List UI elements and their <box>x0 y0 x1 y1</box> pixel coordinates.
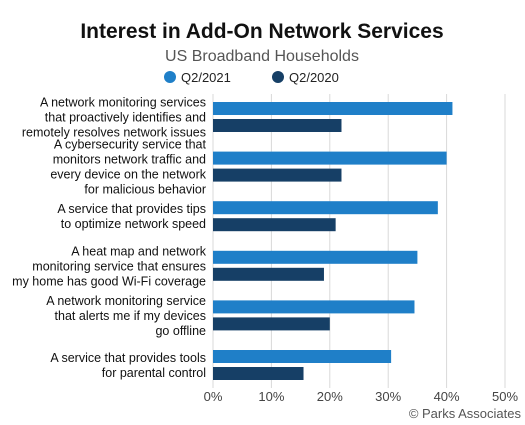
bar-3-0 <box>213 250 418 264</box>
bar-2-1 <box>213 218 336 232</box>
chart-title: Interest in Add-On Network Services <box>80 20 443 43</box>
bars <box>213 102 453 380</box>
grid <box>212 94 506 388</box>
bar-0-0 <box>213 102 453 115</box>
category-label-5: A service that provides tools for parenta… <box>50 351 206 380</box>
bar-4-0 <box>213 300 415 314</box>
x-tick-label-2: 20% <box>317 389 343 404</box>
category-labels: A network monitoring services that proact… <box>12 96 207 381</box>
x-tick-label-0: 0% <box>204 389 223 404</box>
x-tick-label-1: 10% <box>258 389 284 404</box>
x-tick-label-5: 50% <box>492 389 518 404</box>
legend-label-0: Q2/2021 <box>181 70 231 85</box>
legend-label-1: Q2/2020 <box>289 70 339 85</box>
bar-5-0 <box>213 350 392 363</box>
copyright: © Parks Associates <box>409 406 522 421</box>
bar-1-0 <box>213 151 447 165</box>
chart-subtitle: US Broadband Households <box>165 48 359 65</box>
category-label-0: A network monitoring services that proact… <box>22 96 206 140</box>
legend-swatch-1 <box>272 71 284 83</box>
category-label-1: A cybersecurity service that monitors net… <box>50 138 206 197</box>
x-tick-label-4: 40% <box>434 389 460 404</box>
bar-1-1 <box>213 168 342 182</box>
category-label-3: A heat map and network monitoring service… <box>12 244 207 288</box>
bar-0-1 <box>213 119 342 132</box>
bar-4-1 <box>213 317 330 331</box>
x-axis-ticks: 0% 10% 20% 30% 40% 50% <box>204 389 519 404</box>
category-label-4: A network monitoring service that alerts … <box>46 294 206 338</box>
bar-5-1 <box>213 367 304 380</box>
category-label-2: A service that provides tips to optimize … <box>57 202 206 231</box>
bar-2-0 <box>213 201 438 215</box>
bar-3-1 <box>213 267 324 281</box>
legend: Q2/2021 Q2/2020 <box>164 70 339 85</box>
x-tick-label-3: 30% <box>375 389 401 404</box>
legend-swatch-0 <box>164 71 176 83</box>
